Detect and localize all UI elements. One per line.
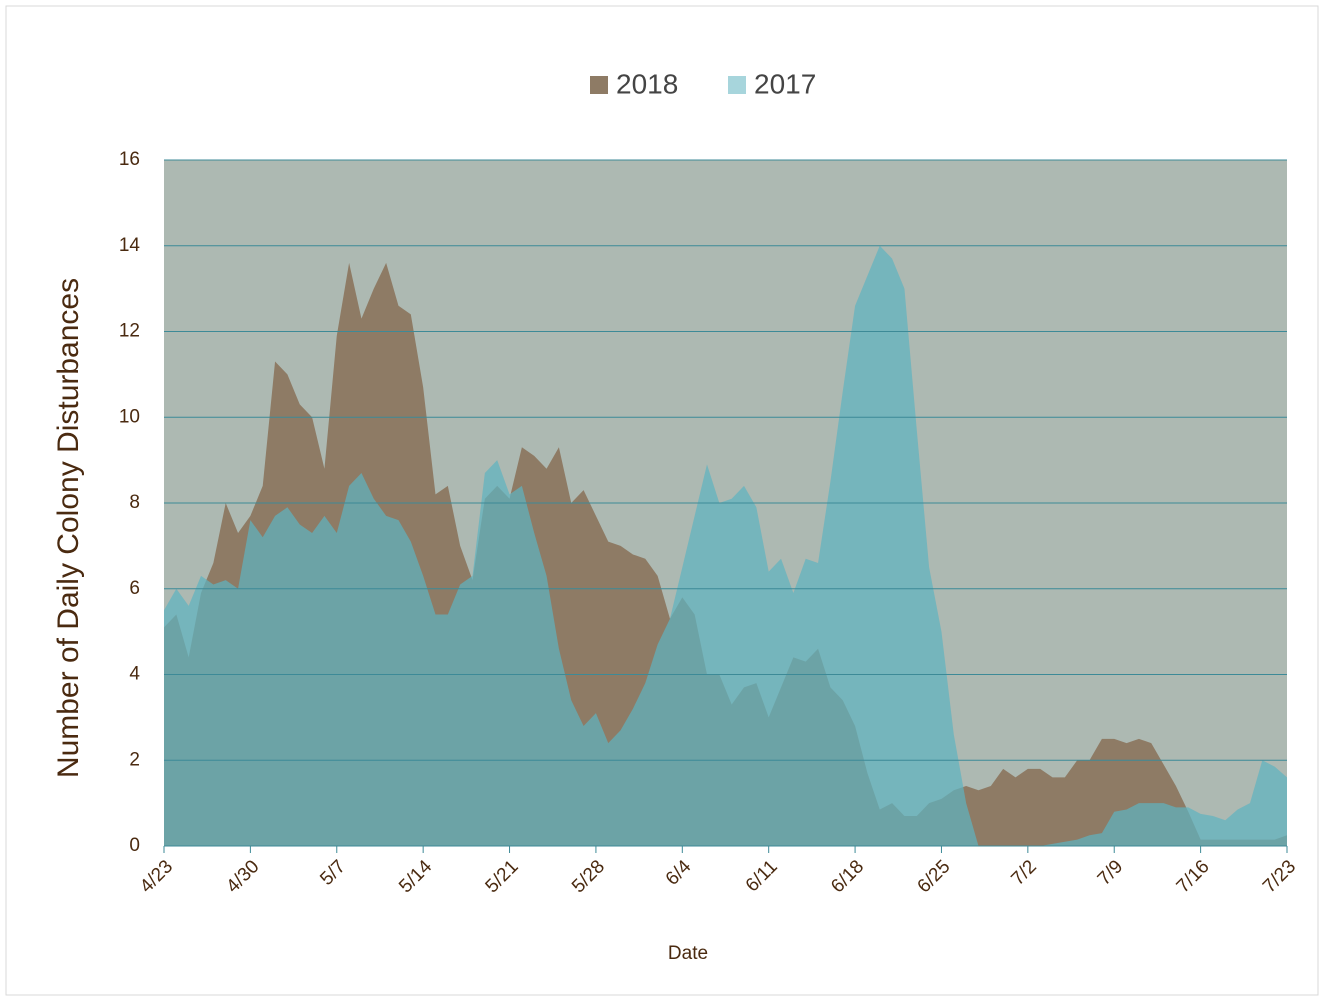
legend-swatch xyxy=(590,76,608,94)
y-axis-title: Number of Daily Colony Disturbances xyxy=(52,278,85,778)
x-axis-title: Date xyxy=(668,943,708,964)
y-tick-label: 8 xyxy=(129,492,140,513)
y-tick-label: 4 xyxy=(129,664,140,685)
y-tick-label: 10 xyxy=(119,406,140,427)
legend-label: 2017 xyxy=(754,68,816,99)
y-tick-label: 2 xyxy=(129,749,140,770)
area-1 xyxy=(164,245,1287,846)
legend-swatch xyxy=(728,76,746,94)
y-tick-label: 6 xyxy=(129,578,140,599)
legend-label: 2018 xyxy=(616,68,678,99)
y-tick-label: 12 xyxy=(119,321,140,342)
y-tick-label: 16 xyxy=(119,149,140,170)
y-tick-label: 0 xyxy=(129,835,140,856)
y-tick-label: 14 xyxy=(119,235,141,256)
